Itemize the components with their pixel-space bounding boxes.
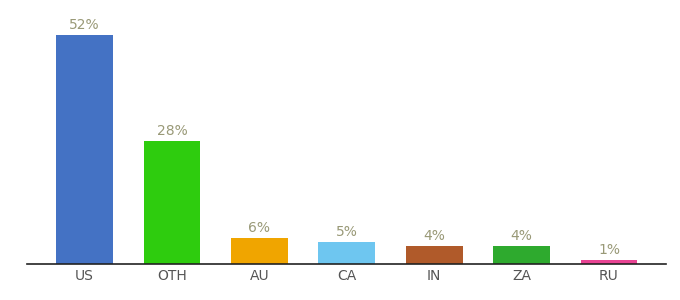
Text: 52%: 52%	[69, 18, 100, 32]
Bar	[231, 238, 288, 264]
Text: 4%: 4%	[423, 229, 445, 243]
Text: 1%: 1%	[598, 242, 620, 256]
Bar	[406, 246, 462, 264]
Bar	[143, 141, 201, 264]
Text: 28%: 28%	[156, 124, 188, 138]
Text: 4%: 4%	[511, 229, 532, 243]
Text: 5%: 5%	[336, 225, 358, 239]
Bar	[56, 35, 113, 264]
Bar	[493, 246, 550, 264]
Bar	[318, 242, 375, 264]
Bar	[581, 260, 637, 264]
Text: 6%: 6%	[248, 220, 271, 235]
